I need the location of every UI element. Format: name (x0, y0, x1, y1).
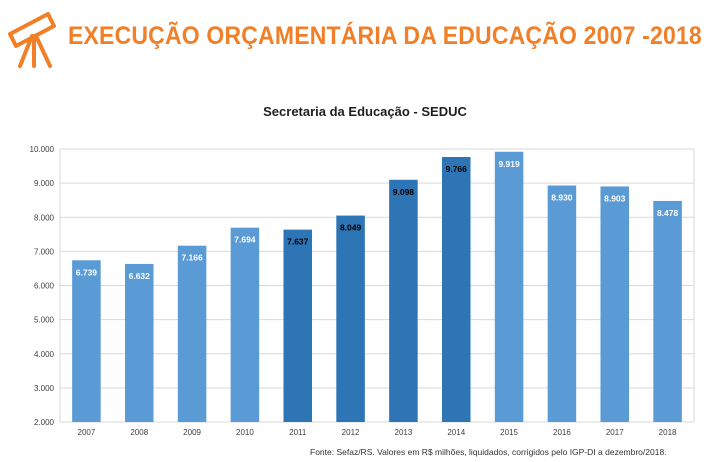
bar (389, 179, 418, 422)
bar-chart: 2.000 3.000 4.000 5.000 6.000 7.000 8.000 9.000… (30, 145, 695, 437)
data-label: 8.049 (340, 223, 362, 233)
y-tick-label: 7.000 (34, 247, 55, 256)
x-tick-label: 2018 (659, 428, 677, 437)
y-tick-label: 10.000 (30, 145, 55, 154)
x-tick-label: 2015 (500, 428, 518, 437)
bar (547, 185, 577, 422)
bar (177, 245, 207, 422)
bar (600, 186, 630, 422)
y-tick-label: 3.000 (34, 384, 55, 393)
data-label: 9.766 (446, 164, 468, 174)
x-tick-label: 2017 (606, 428, 624, 437)
data-label: 8.903 (604, 193, 626, 203)
x-tick-label: 2011 (289, 428, 307, 437)
y-tick-label: 9.000 (34, 179, 55, 188)
data-label: 7.694 (234, 235, 256, 245)
x-tick-label: 2013 (395, 428, 413, 437)
x-tick-label: 2009 (183, 428, 201, 437)
x-tick-label: 2008 (130, 428, 148, 437)
data-label: 7.166 (181, 253, 203, 263)
y-tick-label: 8.000 (34, 213, 55, 222)
y-tick-label: 2.000 (34, 418, 55, 427)
x-tick-label: 2014 (447, 428, 465, 437)
data-label: 9.919 (498, 159, 520, 169)
bar (230, 227, 260, 422)
bar (336, 215, 365, 422)
telescope-icon (8, 12, 56, 68)
chart-title: Secretaria da Educação - SEDUC (263, 104, 467, 119)
bar (283, 229, 313, 422)
bar (653, 200, 682, 422)
bar (72, 260, 101, 422)
source-note: Fonte: Sefaz/RS. Valores em R$ milhões, … (310, 447, 667, 457)
bar (124, 263, 154, 422)
data-label: 8.478 (657, 208, 679, 218)
y-tick-label: 4.000 (34, 350, 55, 359)
x-tick-label: 2007 (78, 428, 96, 437)
data-label: 6.632 (129, 271, 151, 281)
x-tick-label: 2010 (236, 428, 254, 437)
y-tick-label: 6.000 (34, 282, 55, 291)
data-label: 7.637 (287, 237, 309, 247)
page-title: EXECUÇÃO ORÇAMENTÁRIA DA EDUCAÇÃO 2007 -… (68, 22, 702, 50)
x-tick-label: 2016 (553, 428, 571, 437)
data-label: 6.739 (76, 267, 98, 277)
x-tick-label: 2012 (342, 428, 360, 437)
bar (494, 151, 524, 422)
data-label: 8.930 (551, 193, 573, 203)
header: EXECUÇÃO ORÇAMENTÁRIA DA EDUCAÇÃO 2007 -… (0, 0, 710, 78)
bar (441, 156, 471, 423)
data-label: 9.098 (393, 187, 415, 197)
y-tick-label: 5.000 (34, 316, 55, 325)
